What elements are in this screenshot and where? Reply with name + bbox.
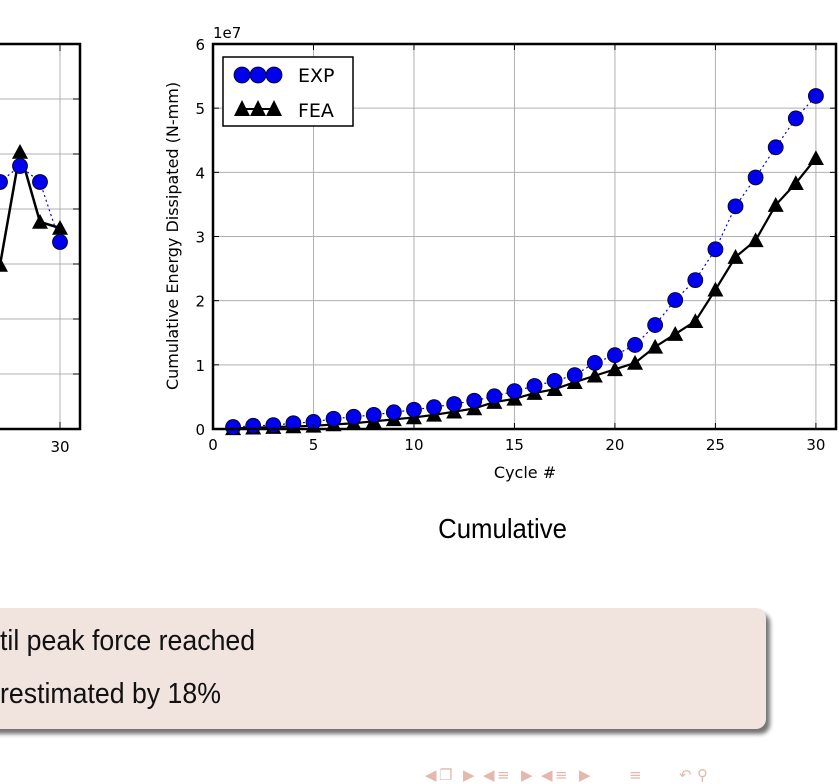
- fea-marker: [586, 367, 603, 383]
- exp-marker: [466, 392, 483, 409]
- next-section-icon[interactable]: ▶: [579, 766, 591, 784]
- exp-marker: [365, 406, 382, 423]
- svg-text:25: 25: [706, 436, 725, 454]
- x-axis-label: Cycle #: [494, 463, 556, 482]
- exp-marker: [607, 347, 623, 364]
- legend-fea-label: FEA: [298, 100, 334, 122]
- prev-frame-icon[interactable]: ◀: [425, 766, 437, 784]
- exp-marker: [586, 355, 603, 371]
- section-icon[interactable]: ≡: [555, 766, 568, 784]
- fea-marker: [667, 326, 684, 341]
- prev-subsection-icon[interactable]: ◀: [483, 766, 495, 784]
- summary-note-box: til peak force reached restimated by 18%: [0, 608, 766, 729]
- exp-line: [233, 95, 817, 428]
- fea-marker: [787, 175, 804, 191]
- fea-marker: [727, 249, 744, 264]
- prev-section-icon[interactable]: ◀: [541, 766, 553, 784]
- y-tick-labels: 0 1 2 3 4 5 6: [195, 36, 205, 439]
- svg-text:6: 6: [195, 36, 205, 54]
- svg-text:2: 2: [195, 293, 205, 311]
- note-line-1: til peak force reached: [0, 625, 256, 657]
- svg-text:4: 4: [195, 164, 205, 182]
- beamer-navigation-bar: ◀ ❐ ▶ ◀ ≡ ▶ ◀ ≡ ▶ ≡ ↶ ⚲: [425, 766, 715, 784]
- svg-text:0: 0: [195, 421, 205, 439]
- exp-marker: [285, 415, 302, 432]
- exp-marker: [787, 110, 804, 127]
- exp-marker: [325, 410, 342, 427]
- left-plot-frame: [0, 42, 82, 431]
- fea-marker: [807, 150, 824, 166]
- fea-marker: [707, 281, 724, 297]
- exp-marker: [245, 417, 262, 434]
- svg-text:0: 0: [208, 436, 218, 454]
- undo-icon[interactable]: ↶: [679, 766, 692, 784]
- left-exp-marker: [12, 158, 28, 174]
- y-axis-label: Cumulative Energy Dissipated (N-mm): [163, 82, 182, 390]
- exp-marker: [808, 88, 824, 104]
- fea-marker: [627, 354, 644, 370]
- svg-text:30: 30: [806, 436, 825, 454]
- svg-text:10: 10: [404, 436, 423, 454]
- left-fea-marker: [32, 214, 48, 229]
- fea-marker: [687, 313, 704, 328]
- frame-icon[interactable]: ❐: [439, 766, 453, 784]
- svg-text:3: 3: [195, 229, 205, 247]
- next-frame-icon[interactable]: ▶: [463, 766, 475, 784]
- exp-marker: [627, 337, 643, 353]
- exp-marker: [426, 399, 442, 416]
- exp-marker: [526, 378, 543, 394]
- charts-canvas: 30 0 5 10 15 20 25 30 0 1 2 3 4 5 6 1e7 Cycle # Cumu…: [0, 24, 838, 482]
- exp-marker: [767, 139, 784, 156]
- exp-marker: [265, 417, 282, 434]
- exp-marker: [446, 396, 463, 412]
- left-x-tick-label: 30: [50, 438, 69, 456]
- x-tick-labels: 0 5 10 15 20 25 30: [208, 436, 825, 454]
- left-exp-marker: [52, 234, 68, 250]
- left-fea-marker: [12, 144, 28, 159]
- left-exp-marker: [0, 174, 8, 190]
- exp-marker: [546, 372, 563, 389]
- fea-marker: [767, 197, 784, 212]
- exp-marker: [486, 388, 503, 405]
- left-chart: 30: [0, 42, 82, 456]
- note-line-2: restimated by 18%: [0, 678, 221, 710]
- legend: EXP FEA: [222, 56, 354, 127]
- legend-fea-marker-icon: [234, 100, 282, 116]
- exp-marker: [727, 198, 744, 215]
- svg-text:5: 5: [309, 436, 319, 454]
- y-scale-label: 1e7: [213, 24, 241, 42]
- fea-marker: [647, 338, 664, 354]
- exp-marker: [406, 401, 422, 418]
- exp-marker: [747, 169, 764, 186]
- exp-marker: [707, 241, 724, 258]
- exp-marker: [687, 272, 704, 289]
- chart-caption: Cumulative: [438, 513, 567, 544]
- exp-marker: [225, 419, 241, 435]
- exp-marker: [647, 317, 664, 333]
- left-fea-marker: [0, 257, 8, 272]
- fea-line: [233, 157, 817, 430]
- svg-text:20: 20: [605, 436, 624, 454]
- exp-marker: [385, 404, 402, 421]
- cumulative-chart: 0 5 10 15 20 25 30 0 1 2 3 4 5 6 1e7 Cycle # Cumulat…: [163, 24, 838, 482]
- fea-marker: [747, 232, 764, 248]
- svg-text:1: 1: [195, 357, 205, 375]
- exp-marker: [506, 383, 523, 400]
- legend-exp-marker-icon: [233, 66, 283, 84]
- subsection-icon[interactable]: ≡: [497, 766, 510, 784]
- exp-marker: [566, 367, 583, 384]
- exp-marker: [667, 292, 684, 308]
- legend-exp-label: EXP: [298, 65, 334, 87]
- svg-text:15: 15: [505, 436, 524, 454]
- next-subsection-icon[interactable]: ▶: [521, 766, 533, 784]
- exp-marker: [345, 408, 362, 425]
- search-icon[interactable]: ⚲: [697, 766, 708, 784]
- fea-marker: [606, 361, 623, 377]
- left-fea-marker: [52, 220, 68, 235]
- toc-icon[interactable]: ≡: [629, 766, 642, 784]
- left-exp-marker: [32, 174, 48, 190]
- svg-text:5: 5: [195, 100, 205, 118]
